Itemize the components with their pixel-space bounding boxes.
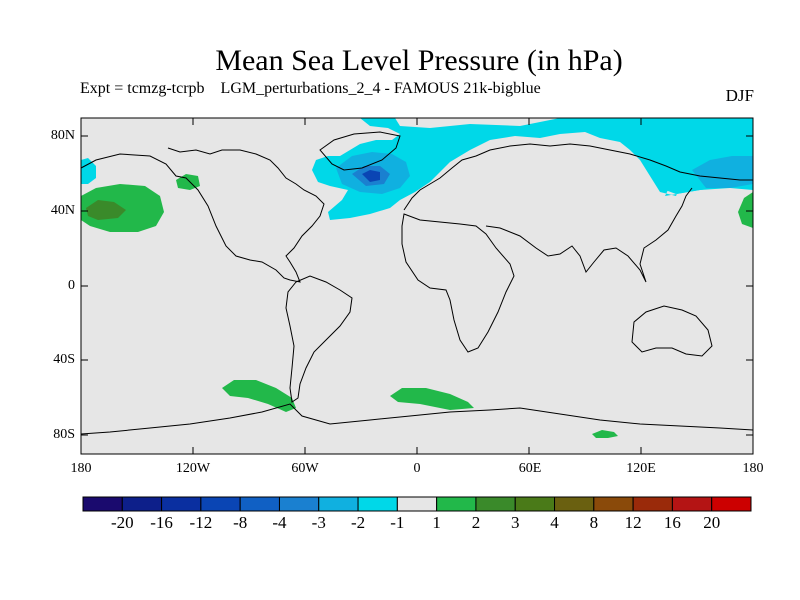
- anomaly-region-south-pacific: [222, 380, 296, 412]
- colorbar-swatch: [436, 496, 477, 512]
- y-tick-label: 80S: [53, 427, 75, 442]
- colorbar-swatch: [318, 496, 359, 512]
- coastline-greenland: [319, 131, 401, 171]
- plot-subtitle: Expt = tcmzg-tcrpb LGM_perturbations_2_4…: [80, 80, 541, 97]
- x-tick-label: 60E: [518, 461, 542, 476]
- colorbar-swatch: [671, 496, 713, 512]
- anomaly-region-dateline-east: [738, 192, 753, 228]
- coastline-north-america: [81, 147, 325, 283]
- colorbar-tick-label: -16: [150, 513, 173, 532]
- anomaly-region-south-indian: [592, 430, 618, 438]
- colorbar-swatch: [278, 496, 320, 512]
- coastline-africa: [401, 213, 515, 353]
- x-tick-label: 120W: [175, 461, 211, 476]
- colorbar-swatch: [396, 496, 438, 512]
- coastline-europe: [403, 143, 753, 211]
- x-tick-label: 60W: [291, 461, 319, 476]
- anomaly-region-icelandic-core: [362, 170, 380, 182]
- y-tick-label: 80N: [50, 128, 75, 143]
- anomaly-region-gulf-alaska: [81, 158, 96, 184]
- colorbar-tick-label: 12: [624, 513, 642, 532]
- x-tick-label: 180: [70, 461, 92, 476]
- colorbar-tick-label: 1: [432, 513, 441, 532]
- coastlines: [81, 131, 753, 435]
- x-tick-label: 0: [413, 461, 421, 476]
- colorbar-tick-label: -2: [350, 513, 366, 532]
- colorbar-tick-label: -4: [272, 513, 287, 532]
- colorbar-tick-label: 16: [663, 513, 681, 532]
- colorbar-swatch: [593, 496, 634, 512]
- colorbar-swatch: [514, 496, 556, 512]
- colorbar-tick-label: 4: [550, 513, 559, 532]
- colorbar-swatch: [357, 496, 398, 512]
- colorbar-tick-label: 2: [471, 513, 481, 532]
- colorbar-swatch: [200, 496, 241, 512]
- colorbar-swatch: [161, 496, 202, 512]
- colorbar-swatch: [121, 496, 163, 512]
- anomaly-region-arctic: [312, 118, 753, 220]
- colorbar-tick-label: -20: [110, 513, 134, 532]
- season-label: DJF: [725, 86, 754, 105]
- colorbar-swatch: [475, 496, 516, 512]
- anomaly-region-south-atlantic: [390, 388, 474, 410]
- colorbar-tick-label: -8: [233, 513, 248, 532]
- anomaly-region-ne-pacific-core: [86, 200, 126, 220]
- plot-title: Mean Sea Level Pressure (in hPa): [215, 44, 623, 77]
- coastline-antarctica: [81, 403, 753, 435]
- colorbar-swatch: [632, 496, 673, 512]
- colorbar-swatch: [239, 496, 280, 512]
- colorbar-swatch: [711, 496, 752, 512]
- colorbar-tick-label: 20: [703, 513, 721, 532]
- colorbar-swatch: [82, 496, 123, 512]
- y-tick-label: 0: [68, 278, 75, 293]
- coastline-south-america: [285, 275, 353, 403]
- colorbar-tick-label: 8: [589, 513, 599, 532]
- x-tick-label: 120E: [626, 461, 656, 476]
- coastline-asia-south: [485, 187, 693, 283]
- axis-ticks: [81, 118, 753, 454]
- colorbar-swatch: [554, 496, 595, 512]
- colorbar-tick-label: -1: [390, 513, 405, 532]
- colorbar-tick-label: 3: [510, 513, 520, 532]
- colorbar: [82, 496, 752, 512]
- colorbar-tick-label: -3: [311, 513, 326, 532]
- coastline-australia: [631, 305, 713, 357]
- y-tick-label: 40S: [53, 352, 75, 367]
- colorbar-tick-label: -12: [189, 513, 213, 532]
- y-tick-label: 40N: [50, 203, 75, 218]
- x-tick-label: 180: [742, 461, 764, 476]
